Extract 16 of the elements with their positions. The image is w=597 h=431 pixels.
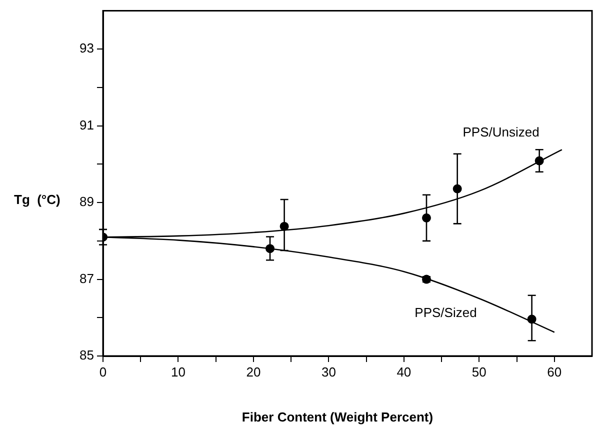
y-tick-label: 91 <box>80 117 94 132</box>
y-tick-label: 93 <box>80 40 94 56</box>
series-label: PPS/Unsized <box>462 124 540 140</box>
series-label: PPS/Sized <box>414 304 477 320</box>
x-tick-label: 20 <box>246 364 261 380</box>
x-tick-label: 60 <box>547 364 562 380</box>
x-tick-label: 10 <box>170 364 186 380</box>
x-tick-label: 30 <box>321 364 336 380</box>
x-axis-title: Fiber Content (Weight Percent) <box>242 410 434 425</box>
x-tick-label: 40 <box>396 364 412 380</box>
y-tick-label: 89 <box>80 194 94 210</box>
y-tick-label: 87 <box>80 270 94 286</box>
x-tick-label: 0 <box>99 364 107 380</box>
y-axis-title: Tg (°C) <box>14 192 60 208</box>
x-tick-label: 50 <box>472 364 486 380</box>
y-tick-label: 85 <box>80 348 94 363</box>
